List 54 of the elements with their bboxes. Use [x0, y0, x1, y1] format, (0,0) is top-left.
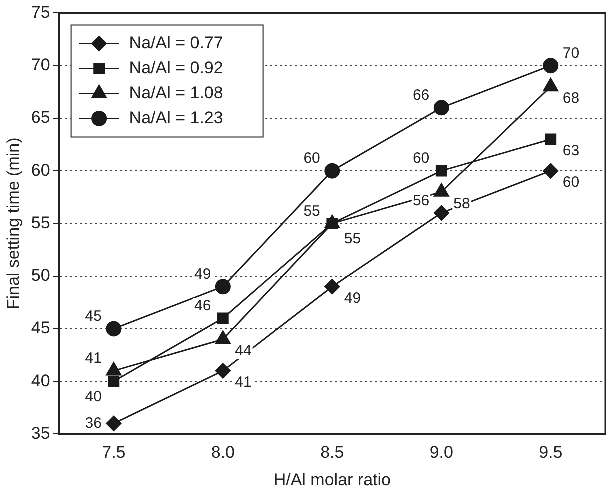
data-label: 60: [562, 174, 580, 192]
data-label: 60: [412, 150, 430, 168]
data-label: 49: [194, 266, 212, 283]
legend-label: Na/Al = 1.08: [129, 83, 224, 102]
data-label: 36: [85, 414, 102, 432]
point: [434, 205, 450, 221]
legend-label: Na/Al = 0.77: [129, 33, 224, 52]
data-label: 41: [85, 350, 102, 368]
data-label: 56: [412, 192, 430, 210]
y-tick-label: 65: [31, 108, 50, 128]
point: [324, 163, 340, 179]
data-label: 66: [412, 87, 430, 104]
point: [217, 312, 229, 324]
point: [436, 165, 448, 177]
y-tick-label: 45: [31, 318, 50, 338]
data-label: 44: [235, 342, 252, 360]
data-label: 40: [85, 388, 102, 406]
y-tick-label: 60: [31, 160, 50, 180]
x-tick-label: 8.5: [320, 443, 344, 462]
y-tick-label: 70: [31, 56, 50, 75]
point: [215, 363, 231, 379]
y-tick-label: 35: [31, 424, 50, 443]
y-tick-label: 40: [31, 371, 50, 390]
y-tick-label: 55: [31, 213, 50, 232]
x-tick-label: 9.0: [430, 443, 454, 462]
x-tick-label: 8.0: [211, 443, 235, 462]
point: [215, 279, 231, 295]
point: [434, 100, 450, 116]
x-axis-title: H/Al molar ratio: [274, 470, 391, 490]
point: [108, 376, 120, 388]
point: [324, 279, 340, 295]
data-label: 60: [304, 150, 320, 168]
data-label: 55: [344, 230, 362, 248]
point: [106, 416, 122, 432]
x-tick-label: 7.5: [102, 443, 126, 462]
data-label: 58: [454, 195, 470, 212]
x-tick-label: 9.5: [539, 443, 563, 462]
legend-label: Na/Al = 0.92: [129, 58, 224, 78]
data-label: 45: [85, 308, 102, 326]
legend-label: Na/Al = 1.23: [129, 108, 224, 128]
y-tick-label: 75: [31, 2, 50, 22]
data-label: 46: [194, 298, 212, 315]
data-label: 49: [344, 290, 362, 307]
data-label: 68: [562, 90, 580, 108]
point: [543, 58, 559, 74]
y-axis-title: Final setting time (min): [4, 138, 23, 310]
data-label: 41: [235, 374, 252, 392]
data-label: 63: [562, 142, 580, 160]
point: [543, 163, 559, 179]
y-tick-label: 50: [31, 266, 50, 286]
point: [545, 134, 557, 146]
point: [106, 321, 122, 337]
data-label: 55: [304, 202, 320, 220]
data-label: 70: [562, 44, 580, 62]
